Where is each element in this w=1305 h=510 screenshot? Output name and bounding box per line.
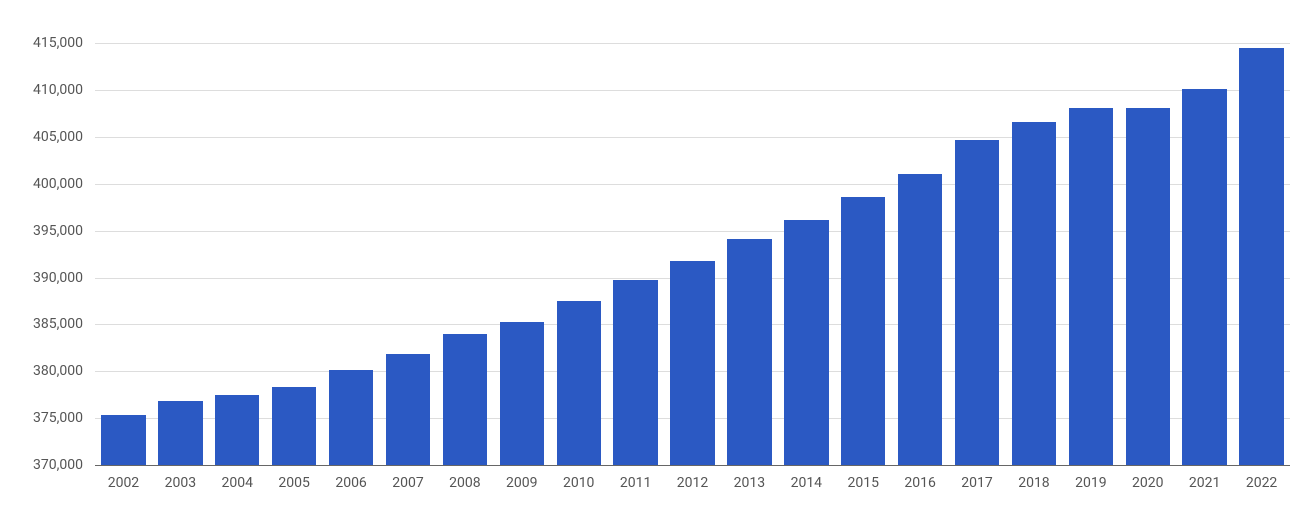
bar (727, 239, 771, 465)
bar-slot (550, 20, 607, 465)
y-tick-label: 400,000 (0, 176, 83, 192)
bar-slot (152, 20, 209, 465)
bar (443, 334, 487, 465)
x-tick-label: 2004 (209, 475, 266, 491)
bar (1069, 108, 1113, 465)
x-tick-label: 2002 (95, 475, 152, 491)
bar-slot (266, 20, 323, 465)
x-tick-label: 2006 (323, 475, 380, 491)
bar-chart: 370,000 375,000 380,000 385,000 390,000 395,0… (0, 0, 1305, 510)
x-tick-label: 2022 (1233, 475, 1290, 491)
x-axis-baseline (95, 465, 1290, 466)
bar-slot (892, 20, 949, 465)
x-tick-label: 2019 (1062, 475, 1119, 491)
plot-area (95, 20, 1290, 465)
x-tick-label: 2021 (1176, 475, 1233, 491)
bar (215, 395, 259, 465)
y-tick-label: 390,000 (0, 270, 83, 286)
x-tick-label: 2003 (152, 475, 209, 491)
y-tick-label: 375,000 (0, 410, 83, 426)
bars-row (95, 20, 1290, 465)
x-tick-label: 2016 (892, 475, 949, 491)
bar-slot (1062, 20, 1119, 465)
bar (1182, 89, 1226, 465)
bar (557, 301, 601, 465)
x-tick-label: 2009 (493, 475, 550, 491)
x-tick-label: 2018 (1006, 475, 1063, 491)
bar (386, 354, 430, 465)
bar-slot (436, 20, 493, 465)
bar (670, 261, 714, 465)
bar-slot (835, 20, 892, 465)
x-tick-label: 2007 (380, 475, 437, 491)
bar (898, 174, 942, 465)
bar (1239, 48, 1283, 465)
bar-slot (1176, 20, 1233, 465)
x-tick-label: 2011 (607, 475, 664, 491)
bar-slot (1119, 20, 1176, 465)
bar (1012, 122, 1056, 465)
y-tick-label: 410,000 (0, 82, 83, 98)
bar (329, 370, 373, 465)
y-tick-label: 380,000 (0, 363, 83, 379)
x-tick-label: 2012 (664, 475, 721, 491)
bar (158, 401, 202, 465)
bar-slot (1006, 20, 1063, 465)
bar (841, 197, 885, 465)
bar (955, 140, 999, 465)
bar (613, 280, 657, 465)
bar-slot (949, 20, 1006, 465)
x-tick-label: 2005 (266, 475, 323, 491)
bar (784, 220, 828, 465)
x-tick-label: 2010 (550, 475, 607, 491)
bar (101, 415, 145, 465)
bar-slot (323, 20, 380, 465)
bar (1126, 108, 1170, 465)
x-axis-labels: 2002200320042005200620072008200920102011… (95, 475, 1290, 491)
x-tick-label: 2008 (436, 475, 493, 491)
bar-slot (380, 20, 437, 465)
bar-slot (95, 20, 152, 465)
x-tick-label: 2020 (1119, 475, 1176, 491)
y-tick-label: 405,000 (0, 129, 83, 145)
y-tick-label: 385,000 (0, 316, 83, 332)
bar (500, 322, 544, 465)
bar-slot (778, 20, 835, 465)
bar-slot (607, 20, 664, 465)
y-tick-label: 370,000 (0, 457, 83, 473)
bar (272, 387, 316, 465)
bar-slot (209, 20, 266, 465)
bar-slot (493, 20, 550, 465)
y-tick-label: 415,000 (0, 35, 83, 51)
x-tick-label: 2017 (949, 475, 1006, 491)
x-tick-label: 2015 (835, 475, 892, 491)
bar-slot (1233, 20, 1290, 465)
bar-slot (664, 20, 721, 465)
x-tick-label: 2013 (721, 475, 778, 491)
bar-slot (721, 20, 778, 465)
x-tick-label: 2014 (778, 475, 835, 491)
y-tick-label: 395,000 (0, 223, 83, 239)
